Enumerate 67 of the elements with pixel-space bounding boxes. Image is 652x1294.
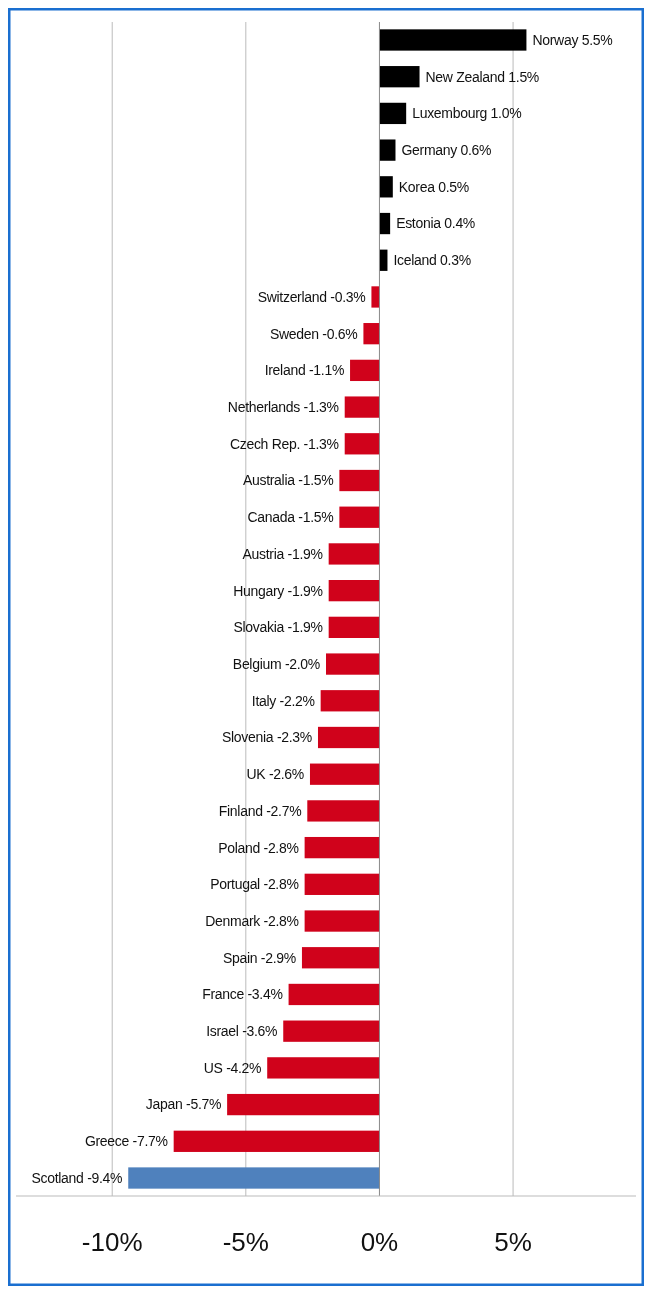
category-label: Poland -2.8% [218,839,299,856]
category-label: Israel -3.6% [206,1023,278,1040]
bar [173,1130,380,1152]
bar [304,836,380,859]
category-label: Ireland -1.1% [264,362,345,379]
bar [344,433,380,455]
bar [328,543,380,565]
category-label: Slovakia -1.9% [233,619,323,636]
bar [339,469,380,492]
bar [379,176,393,198]
bar [320,690,380,712]
bar [379,29,527,51]
bar [363,323,380,345]
x-tick-label: -10% [81,1227,143,1257]
bar [307,800,380,822]
bar [379,66,420,88]
bar [326,653,380,675]
bar [301,947,380,969]
category-label: Germany 0.6% [401,142,492,159]
category-label: Czech Rep. -1.3% [229,435,339,452]
category-label: Denmark -2.8% [205,912,299,929]
category-label: Switzerland -0.3% [257,288,366,305]
x-tick-label: 5% [494,1227,532,1257]
bar [379,212,391,235]
category-label: Hungary -1.9% [233,582,323,599]
category-label: Luxembourg 1.0% [412,105,522,122]
category-label: Norway 5.5% [532,31,613,48]
bar [328,616,380,638]
bar [339,506,380,528]
category-label: Italy -2.2% [251,692,315,709]
bar [267,1057,380,1079]
bar [309,763,380,785]
category-label: Sweden -0.6% [269,325,358,342]
category-label: Scotland -9.4% [31,1169,123,1186]
category-label: Spain -2.9% [222,949,296,966]
category-label: New Zealand 1.5% [425,68,540,85]
category-label: Belgium -2.0% [232,655,320,672]
bar [350,359,380,382]
bar [128,1167,380,1189]
category-label: France -3.4% [202,986,283,1003]
category-label: Korea 0.5% [398,178,469,195]
category-label: Austria -1.9% [242,545,323,562]
x-tick-label: 0% [360,1227,399,1257]
x-tick-label: -5% [222,1227,269,1257]
category-label: Portugal -2.8% [210,876,299,893]
category-label: US -4.2% [203,1059,262,1076]
category-label: Australia -1.5% [242,472,334,489]
category-label: Slovenia -2.3% [222,729,312,746]
category-label: UK -2.6% [246,766,304,783]
bar [317,726,380,749]
category-label: Greece -7.7% [84,1133,168,1150]
category-label: Canada -1.5% [247,509,334,526]
category-label: Estonia 0.4% [396,215,476,232]
bar [344,396,380,418]
bar [371,286,380,308]
category-label: Finland -2.7% [218,802,302,819]
category-label: Netherlands -1.3% [227,398,339,415]
bar [227,1093,380,1116]
bar [328,580,380,602]
bar [283,1020,380,1042]
category-label: Japan -5.7% [145,1096,222,1113]
bar [288,983,380,1006]
category-label: Iceland 0.3% [393,252,471,269]
bar [304,873,380,895]
bar [379,139,396,161]
bar [379,102,407,125]
bar [304,910,380,932]
